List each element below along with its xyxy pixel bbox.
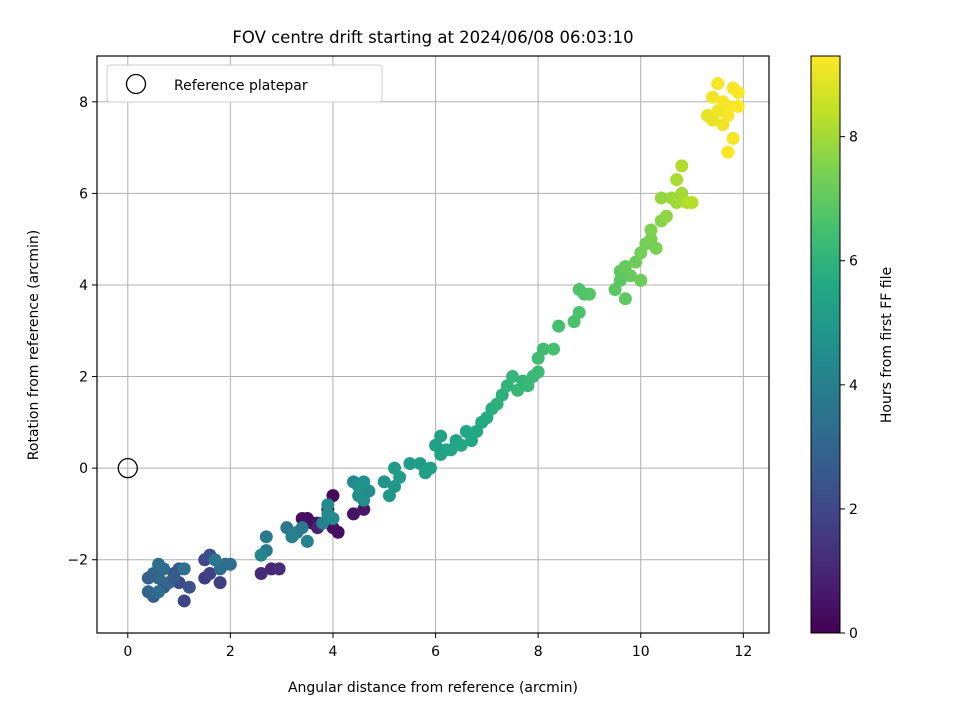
data-point (295, 512, 309, 526)
chart-title: FOV centre drift starting at 2024/06/08 … (232, 28, 633, 47)
data-point (731, 99, 745, 113)
data-point (382, 489, 396, 503)
legend-box (106, 64, 383, 103)
data-point (618, 292, 632, 306)
data-point (423, 461, 437, 475)
colorbar-tick-label: 8 (849, 130, 858, 146)
data-point (547, 342, 561, 356)
data-point (506, 370, 520, 384)
data-point (531, 365, 545, 379)
grid-lines (97, 56, 769, 633)
colorbar-tick-label: 4 (849, 378, 858, 394)
x-tick-label: 2 (226, 644, 235, 660)
x-axis-label: Angular distance from reference (arcmin) (288, 680, 578, 696)
data-point (706, 90, 720, 104)
data-point (721, 109, 735, 123)
x-tick-label: 0 (123, 644, 132, 660)
legend-label-reference: Reference platepar (174, 78, 308, 94)
data-point (203, 566, 217, 580)
data-point (623, 269, 637, 283)
colorbar-tick-label: 2 (849, 502, 858, 518)
colorbar-gradient (810, 55, 841, 634)
data-point (552, 319, 566, 333)
data-point (326, 521, 340, 535)
data-point (731, 86, 745, 100)
data-point (711, 76, 725, 90)
data-point (454, 438, 468, 452)
data-point (721, 145, 735, 159)
colorbar-tick-label: 0 (849, 626, 858, 642)
reference-point-marker (117, 457, 138, 479)
data-point (670, 173, 684, 187)
data-point (721, 99, 735, 113)
data-point (726, 131, 740, 145)
data-point (223, 557, 237, 571)
x-axis-ticks: 0 2 4 6 8 10 12 (123, 633, 752, 660)
y-tick-label: −2 (67, 553, 88, 569)
data-point (254, 566, 268, 580)
legend: Reference platepar (106, 64, 383, 103)
data-point (377, 475, 391, 489)
data-point (208, 553, 222, 567)
legend-marker-reference (125, 73, 147, 95)
data-point (177, 562, 191, 576)
y-tick-label: 0 (79, 461, 88, 477)
x-tick-label: 8 (534, 644, 543, 660)
data-point (254, 548, 268, 562)
y-axis-ticks: −2 0 2 4 6 8 (67, 95, 97, 569)
data-point (213, 576, 227, 590)
data-point (659, 209, 673, 223)
data-point (536, 342, 550, 356)
x-tick-label: 4 (329, 644, 338, 660)
reference-marker (117, 457, 138, 479)
data-point (259, 530, 273, 544)
data-point (167, 571, 181, 585)
data-point (388, 461, 402, 475)
data-point (141, 585, 155, 599)
y-tick-label: 2 (79, 370, 88, 386)
x-tick-label: 6 (431, 644, 440, 660)
data-point (613, 273, 627, 287)
data-point (346, 507, 360, 521)
colorbar-ticks: 0 2 4 6 8 (840, 130, 858, 642)
data-point (352, 479, 366, 493)
x-tick-label: 12 (734, 644, 752, 660)
data-point (675, 159, 689, 173)
data-point (357, 502, 371, 516)
x-tick-label: 10 (632, 644, 650, 660)
colorbar: 0 2 4 6 8 Hours from first FF file (810, 55, 895, 642)
data-point (634, 273, 648, 287)
scatter-points (141, 76, 745, 608)
data-point (152, 557, 166, 571)
data-point (182, 580, 196, 594)
data-point (141, 571, 155, 585)
y-tick-label: 6 (79, 186, 88, 202)
data-point (285, 530, 299, 544)
data-point (654, 191, 668, 205)
data-point (295, 521, 309, 535)
data-point (152, 585, 166, 599)
data-point (649, 241, 663, 255)
data-point (326, 512, 340, 526)
data-point (582, 287, 596, 301)
data-point (403, 457, 417, 471)
data-point (321, 498, 335, 512)
data-point (572, 305, 586, 319)
data-point (177, 594, 191, 608)
data-point (644, 223, 658, 237)
data-point (685, 196, 699, 210)
data-point (434, 429, 448, 443)
y-tick-label: 8 (79, 95, 88, 111)
y-tick-label: 4 (79, 278, 88, 294)
plot-frame (96, 55, 770, 634)
data-point (272, 562, 286, 576)
data-point (300, 534, 314, 548)
colorbar-label: Hours from first FF file (879, 267, 895, 423)
colorbar-tick-label: 6 (849, 254, 858, 270)
y-axis-label: Rotation from reference (arcmin) (26, 230, 42, 460)
